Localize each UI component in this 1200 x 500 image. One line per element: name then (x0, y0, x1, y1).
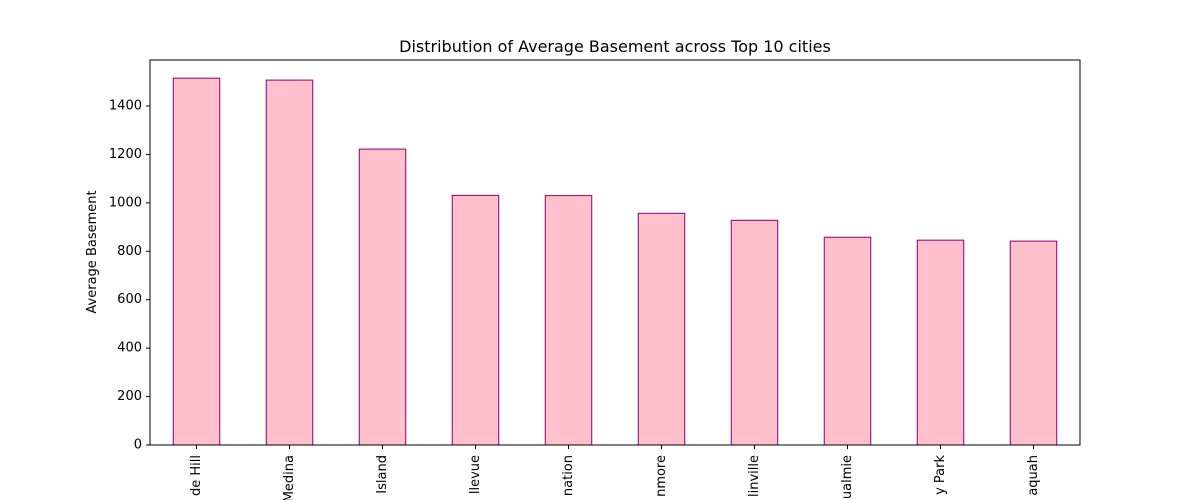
y-tick-label-2: 400 (117, 341, 142, 356)
y-tick-label-4: 800 (117, 244, 142, 259)
plot-frame (149, 59, 1081, 446)
bar-7 (823, 236, 872, 446)
x-tick-label-2: Island (375, 455, 390, 494)
y-axis: 0 200 400 600 800 1000 1200 1400 (109, 99, 150, 453)
bar-3 (451, 194, 500, 446)
bar-6 (730, 219, 779, 446)
x-tick-label-8: y Park (933, 455, 948, 495)
x-axis: de Hill Medina Island llevue nation nmore linv… (189, 445, 1041, 500)
x-tick-label-4: nation (561, 455, 576, 496)
y-tick-label-0: 0 (134, 438, 142, 453)
y-tick-label-6: 1200 (109, 147, 142, 162)
x-tick-label-0: de Hill (189, 455, 204, 496)
x-tick-label-6: linville (747, 455, 762, 497)
x-tick-label-3: llevue (468, 455, 483, 494)
x-tick-label-9: aquah (1026, 455, 1041, 496)
bar-2 (358, 148, 407, 446)
bar-9 (1009, 240, 1058, 446)
bar-4 (544, 195, 593, 446)
bar-1 (265, 79, 314, 446)
y-axis-label: Average Basement (85, 190, 100, 313)
x-tick-label-7: ualmie (840, 455, 855, 499)
bar-8 (916, 239, 965, 446)
bar-5 (637, 212, 686, 446)
x-tick-label-5: nmore (654, 455, 669, 497)
bar-0 (172, 77, 221, 446)
chart-title: Distribution of Average Basement across … (399, 37, 831, 56)
bars-group (172, 77, 1058, 446)
x-tick-label-1: Medina (282, 455, 297, 500)
y-tick-label-5: 1000 (109, 195, 142, 210)
y-tick-label-3: 600 (117, 292, 142, 307)
y-tick-label-1: 200 (117, 389, 142, 404)
y-tick-label-7: 1400 (109, 99, 142, 114)
